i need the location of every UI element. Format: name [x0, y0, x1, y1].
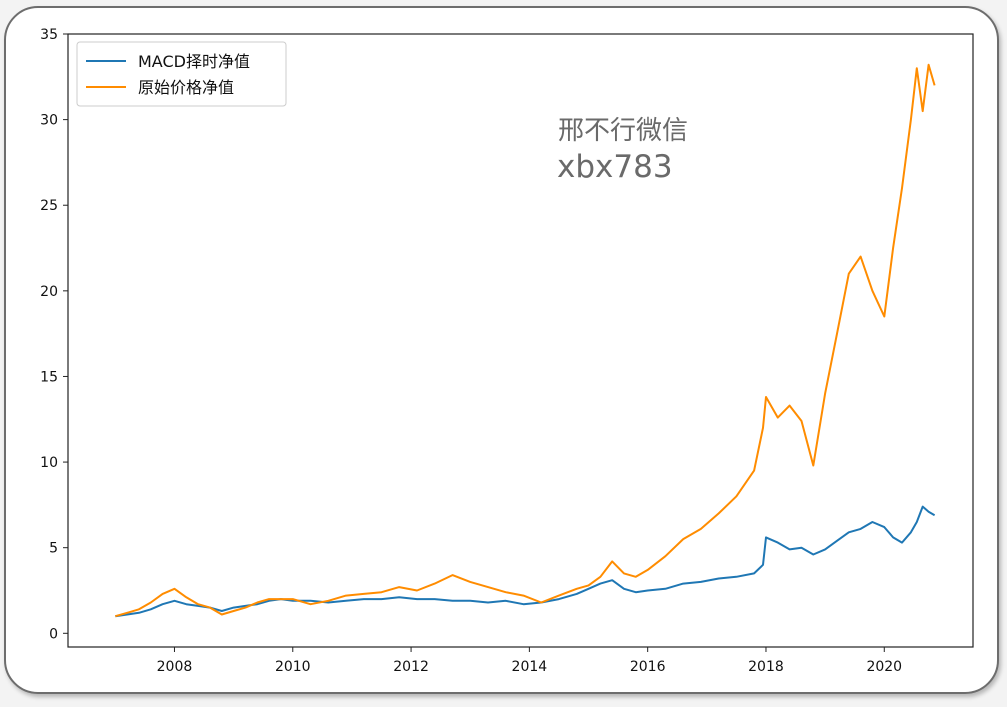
- y-tick-label: 5: [49, 541, 58, 557]
- x-tick-label: 2014: [512, 659, 548, 675]
- x-tick-label: 2020: [866, 659, 902, 675]
- watermark: 邢不行微信 xbx783: [557, 116, 688, 185]
- y-tick-label: 10: [40, 455, 58, 471]
- legend: MACD择时净值 原始价格净值: [76, 41, 287, 107]
- y-tick-label: 30: [40, 113, 58, 129]
- y-tick-label: 0: [49, 626, 58, 642]
- image-frame: 2008 2010 2012 2014 2016 2018 2020 0 5 10 15 20 25 3…: [4, 6, 999, 694]
- x-axis: 2008 2010 2012 2014 2016 2018 2020: [157, 647, 902, 675]
- plot-area: [67, 33, 974, 648]
- series-lines: [115, 63, 936, 618]
- y-tick-label: 15: [40, 369, 58, 385]
- x-tick-label: 2012: [393, 659, 429, 675]
- x-tick-label: 2018: [748, 659, 784, 675]
- series-line-1: [115, 63, 936, 618]
- y-axis: 0 5 10 15 20 25 30 35: [40, 27, 68, 642]
- chart-canvas: 2008 2010 2012 2014 2016 2018 2020 0 5 10 15 20 25 3…: [40, 27, 974, 675]
- legend-box: [76, 41, 287, 107]
- legend-label-price: 原始价格净值: [138, 78, 234, 97]
- x-tick-label: 2010: [275, 659, 311, 675]
- watermark-line-1: 邢不行微信: [558, 116, 688, 146]
- x-tick-label: 2016: [630, 659, 666, 675]
- legend-label-macd: MACD择时净值: [138, 52, 250, 71]
- watermark-line-2: xbx783: [557, 149, 673, 185]
- y-tick-label: 20: [40, 284, 58, 300]
- x-tick-label: 2008: [157, 659, 193, 675]
- series-line-0: [115, 505, 936, 618]
- y-tick-label: 35: [40, 27, 58, 43]
- y-tick-label: 25: [40, 198, 58, 214]
